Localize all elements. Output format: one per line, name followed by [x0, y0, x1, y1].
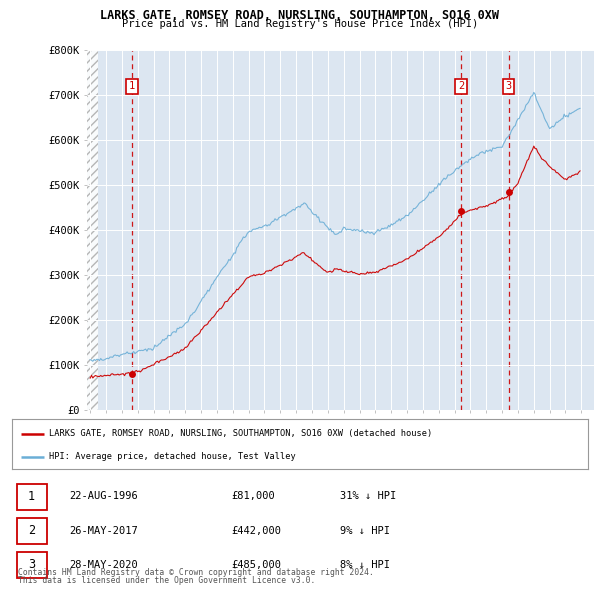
Text: 9% ↓ HPI: 9% ↓ HPI — [340, 526, 391, 536]
Text: HPI: Average price, detached house, Test Valley: HPI: Average price, detached house, Test… — [49, 452, 296, 461]
Text: £81,000: £81,000 — [231, 491, 275, 502]
FancyBboxPatch shape — [17, 484, 47, 510]
Text: 31% ↓ HPI: 31% ↓ HPI — [340, 491, 397, 502]
Text: 22-AUG-1996: 22-AUG-1996 — [70, 491, 139, 502]
Text: 26-MAY-2017: 26-MAY-2017 — [70, 526, 139, 536]
Text: 28-MAY-2020: 28-MAY-2020 — [70, 560, 139, 570]
Text: Contains HM Land Registry data © Crown copyright and database right 2024.: Contains HM Land Registry data © Crown c… — [18, 568, 374, 577]
Text: Price paid vs. HM Land Registry's House Price Index (HPI): Price paid vs. HM Land Registry's House … — [122, 19, 478, 30]
Text: 1: 1 — [129, 81, 135, 91]
Text: LARKS GATE, ROMSEY ROAD, NURSLING, SOUTHAMPTON, SO16 0XW (detached house): LARKS GATE, ROMSEY ROAD, NURSLING, SOUTH… — [49, 430, 433, 438]
FancyBboxPatch shape — [17, 518, 47, 544]
Text: This data is licensed under the Open Government Licence v3.0.: This data is licensed under the Open Gov… — [18, 576, 316, 585]
Text: 3: 3 — [505, 81, 512, 91]
Text: 2: 2 — [28, 524, 35, 537]
FancyBboxPatch shape — [17, 552, 47, 578]
Text: 3: 3 — [28, 558, 35, 572]
Text: 8% ↓ HPI: 8% ↓ HPI — [340, 560, 391, 570]
Text: £442,000: £442,000 — [231, 526, 281, 536]
Text: 2: 2 — [458, 81, 464, 91]
Text: 1: 1 — [28, 490, 35, 503]
Text: LARKS GATE, ROMSEY ROAD, NURSLING, SOUTHAMPTON, SO16 0XW: LARKS GATE, ROMSEY ROAD, NURSLING, SOUTH… — [101, 9, 499, 22]
Text: £485,000: £485,000 — [231, 560, 281, 570]
Bar — [87, 50, 98, 410]
